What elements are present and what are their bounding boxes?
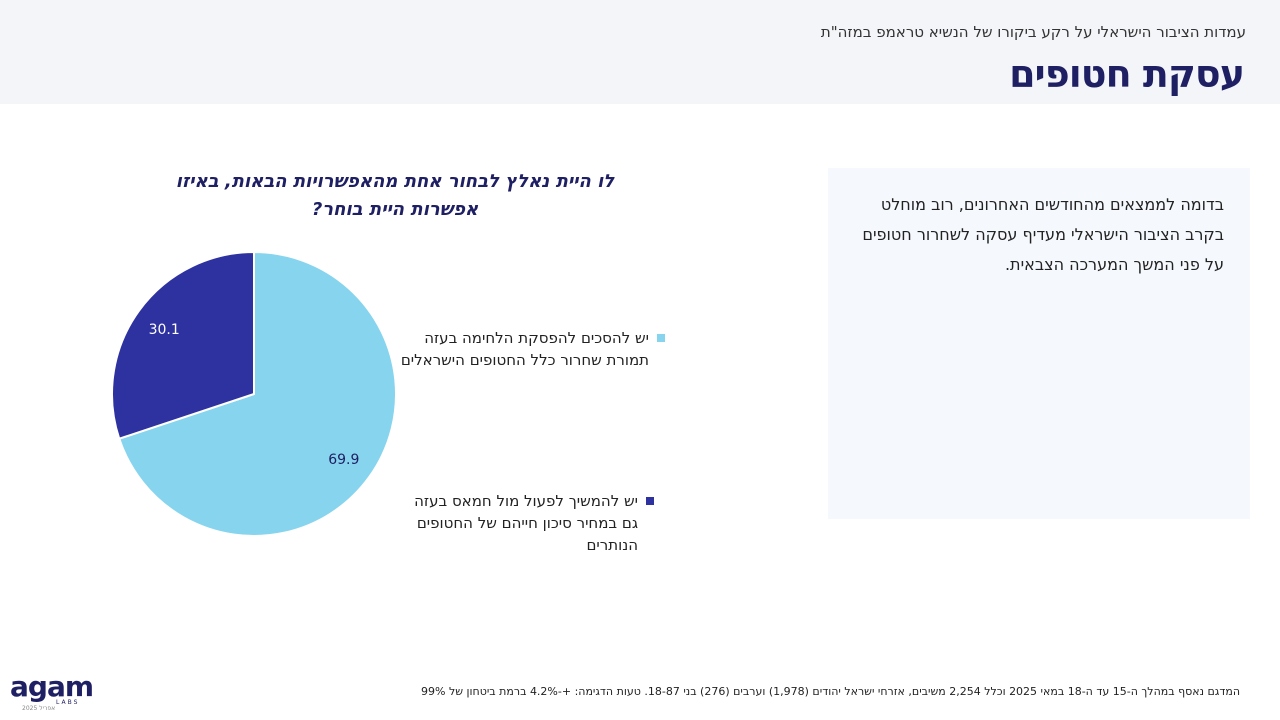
pie-value-ceasefire: 69.9 [328,452,359,468]
legend-swatch-light-blue [657,334,665,342]
agam-labs-logo: agam LABS אפריל 2025 [10,672,100,714]
logo-date: אפריל 2025 [22,705,56,712]
legend-label: יש להמשיך לפעול מול חמאס בעזה גם במחיר ס… [414,492,638,554]
pie-slice-ceasefire [117,250,397,537]
pie-slice-continue-fighting [111,250,255,440]
pie-value-continue-fighting: 30.1 [149,322,180,338]
summary-panel: בדומה לממצאים מהחודשים האחרונים, רוב מוח… [828,168,1250,519]
legend-item-continue-fighting: יש להמשיך לפעול מול חמאס בעזה גם במחיר ס… [394,490,654,556]
legend-label: יש להסכים להפסקת הלחימה בעזה תמורת שחרור… [400,329,649,369]
logo-wordmark: agam [10,670,94,703]
logo-subtext: LABS [56,699,80,706]
chart-title: לו היית נאלץ לבחור אחת מהאפשרויות הבאות,… [175,171,615,220]
legend-item-ceasefire: יש להסכים להפסקת הלחימה בעזה תמורת שחרור… [395,327,665,371]
pie-chart: 69.9 30.1 [111,250,397,537]
page-title: עסקת חטופים [1009,52,1245,96]
page-subtitle: עמדות הציבור הישראלי על רקע ביקורו של הנ… [820,23,1246,41]
summary-text: בדומה לממצאים מהחודשים האחרונים, רוב מוח… [862,195,1224,274]
header-band: עמדות הציבור הישראלי על רקע ביקורו של הנ… [0,0,1280,104]
legend-swatch-dark-blue [646,497,654,505]
methodology-footnote: המדגם נאסף במהלך ה-15 עד ה-18 במאי 2025 … [421,685,1240,698]
